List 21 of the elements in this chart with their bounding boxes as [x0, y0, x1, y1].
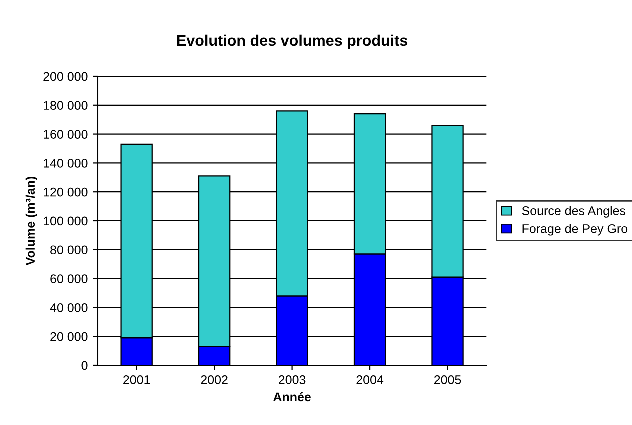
y-tick-label: 200 000: [44, 72, 88, 82]
x-tick-label: 2004: [356, 376, 384, 384]
x-tick-label: 2001: [124, 376, 150, 384]
y-axis-title: Volume (m³/an): [26, 176, 38, 266]
legend-label: Forage de Pey Gro: [522, 224, 628, 236]
y-tick-label: 40 000: [50, 304, 88, 312]
legend-label: Source des Angles: [522, 206, 626, 218]
x-tick-label: 2003: [279, 376, 306, 384]
x-axis-title: Année: [274, 392, 311, 402]
y-tick-label: 0: [82, 361, 88, 370]
y-tick-label: 180 000: [44, 101, 88, 110]
y-tick-label: 80 000: [50, 246, 88, 255]
y-tick-label: 100 000: [44, 216, 88, 226]
y-tick-label: 120 000: [44, 188, 88, 197]
y-tick-label: 20 000: [50, 332, 88, 342]
x-tick-label: 2005: [434, 376, 462, 384]
y-tick-label: 160 000: [44, 130, 88, 139]
y-tick-label: 60 000: [50, 274, 88, 284]
chart-title: Evolution des volumes produits: [177, 34, 408, 50]
y-tick-label: 140 000: [44, 159, 88, 168]
x-tick-label: 2002: [201, 376, 228, 384]
